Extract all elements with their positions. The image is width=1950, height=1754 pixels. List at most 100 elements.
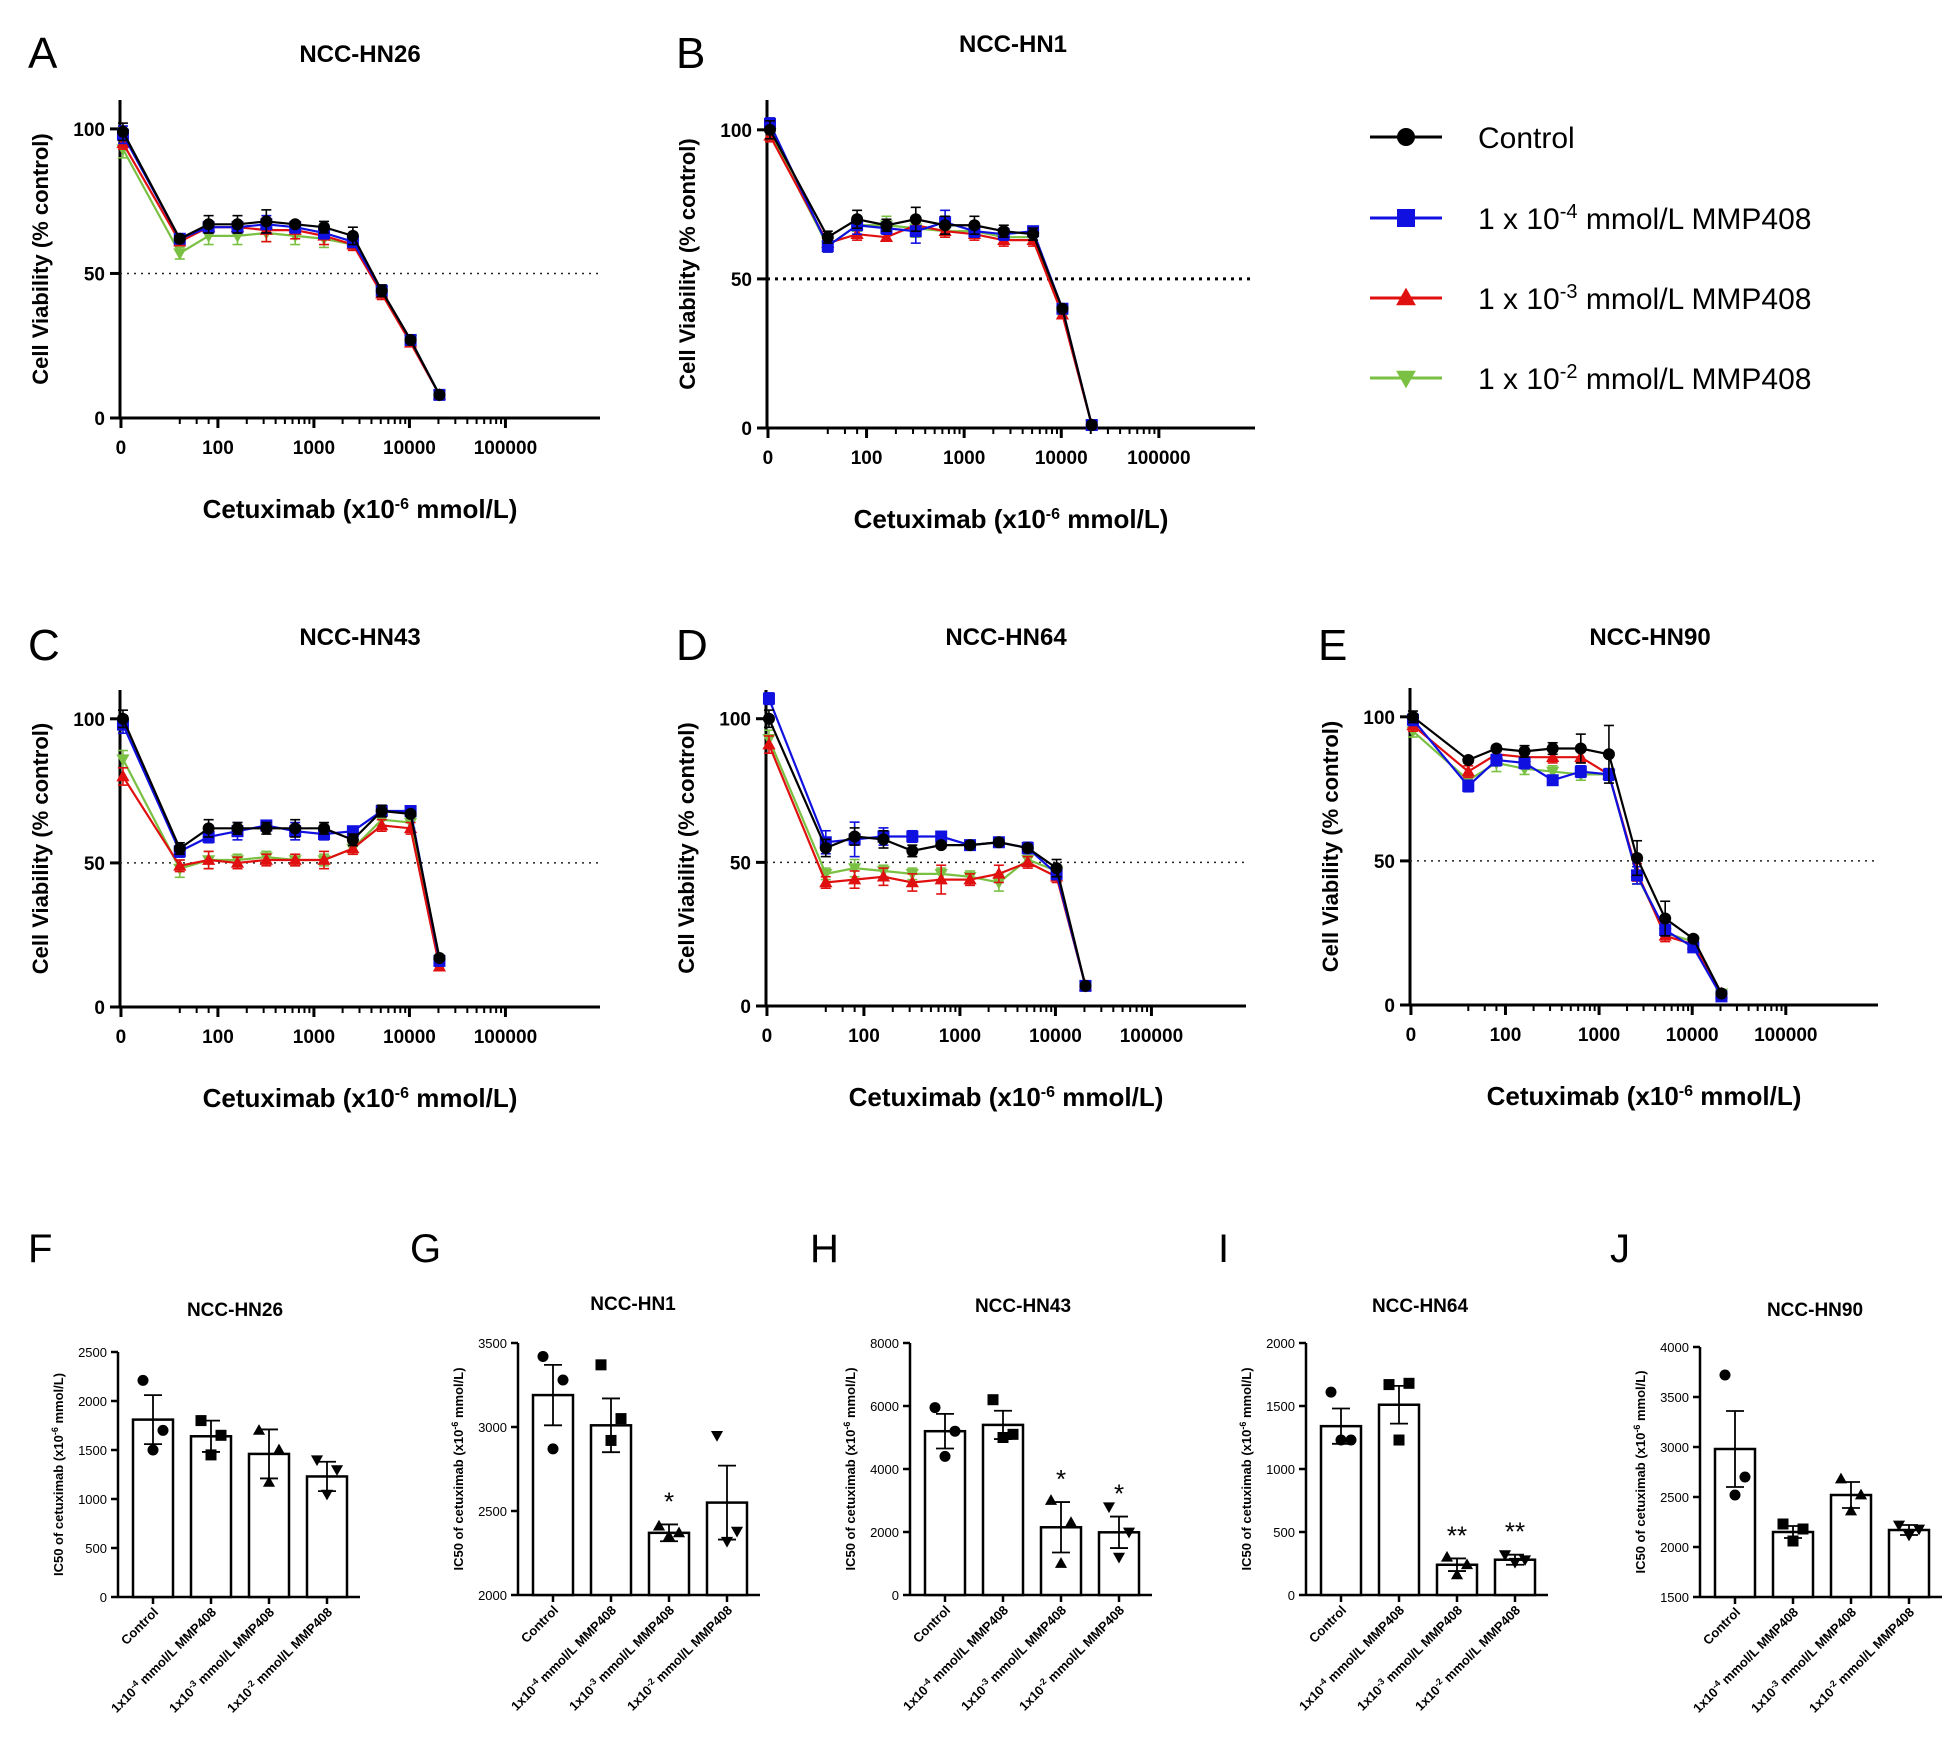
y-tick-label: 0	[892, 1588, 899, 1603]
data-point	[230, 856, 245, 868]
bar-chart-F: F NCC-HN26 0 500 1000 1500 2000 2500 IC50 of cet…	[28, 1227, 360, 1716]
data-point	[1787, 1535, 1799, 1547]
y-tick-label: 100	[719, 710, 751, 731]
data-point	[1122, 1527, 1136, 1539]
category-label: 1x10-2 mmol/L MMP408	[1805, 1604, 1917, 1716]
x-tick-label: 100	[848, 1026, 880, 1047]
y-tick-label: 50	[84, 854, 105, 875]
data-point	[939, 1450, 951, 1462]
data-point	[1406, 710, 1419, 723]
data-point	[260, 215, 273, 228]
data-point	[318, 221, 331, 234]
data-point	[1460, 1558, 1474, 1570]
y-tick-label: 0	[1384, 996, 1395, 1017]
bar	[981, 1423, 1025, 1597]
legend-marker	[1396, 370, 1416, 389]
legend-marker	[1397, 128, 1415, 146]
panel-letter: J	[1610, 1227, 1630, 1271]
series-2	[116, 136, 447, 400]
y-tick-label: 2500	[478, 1504, 507, 1519]
y-tick-label: 0	[741, 419, 752, 440]
y-axis-label: IC50 of cetuximab (x10-6 mmol/L)	[450, 1367, 466, 1570]
text-part: Cetuximab (x10	[203, 1083, 395, 1113]
data-point	[595, 1359, 607, 1371]
y-axis-label: Cell Viability (% control)	[28, 723, 53, 974]
legend-entry: 1 x 10-4 mmol/L MMP408	[1370, 201, 1811, 236]
data-point	[215, 1429, 227, 1441]
superscript: -6	[1046, 506, 1060, 523]
data-point	[1021, 855, 1035, 868]
category-label: 1x10-4 mmol/L MMP408	[507, 1602, 619, 1714]
data-point	[404, 807, 417, 820]
data-point	[260, 822, 273, 835]
data-point	[1462, 754, 1475, 767]
data-point	[1902, 1530, 1916, 1542]
y-tick-label: 50	[84, 264, 105, 285]
data-point	[1383, 1379, 1395, 1391]
category-label: Control	[1306, 1603, 1349, 1646]
data-point	[433, 952, 446, 965]
text-part: mmol/L)	[1633, 1370, 1648, 1424]
legend-label: Control	[1478, 122, 1575, 155]
data-point	[116, 769, 130, 782]
data-point	[992, 877, 1006, 890]
data-point	[879, 230, 894, 242]
x-tick-label: 100000	[1754, 1025, 1817, 1046]
data-point	[672, 1526, 686, 1538]
data-point	[1490, 754, 1503, 767]
data-point	[1498, 1550, 1512, 1562]
data-point	[1335, 1434, 1347, 1446]
x-tick-label: 1000	[939, 1026, 981, 1047]
x-tick-label: 0	[762, 1026, 773, 1047]
y-tick-label: 50	[1374, 852, 1395, 873]
x-tick-label: 100	[202, 438, 234, 459]
data-point	[202, 822, 215, 835]
x-tick-label: 10000	[1029, 1026, 1082, 1047]
series-2	[116, 767, 447, 972]
panel-letter: F	[28, 1227, 52, 1271]
x-tick-label: 1000	[1578, 1025, 1620, 1046]
y-tick-label: 8000	[870, 1336, 899, 1351]
x-tick-label: 100000	[474, 438, 537, 459]
category-label: Control	[518, 1603, 561, 1646]
data-point	[935, 839, 948, 852]
category-label: 1x10-3 mmol/L MMP408	[565, 1602, 677, 1714]
data-point	[1021, 842, 1034, 854]
data-point	[1027, 228, 1040, 241]
data-point	[997, 1432, 1009, 1443]
data-point	[1574, 765, 1587, 778]
data-point	[1345, 1434, 1357, 1446]
data-point	[1546, 766, 1560, 779]
data-point	[1112, 1552, 1126, 1564]
data-point	[1854, 1488, 1868, 1500]
text-part: IC50 of cetuximab (x10	[451, 1430, 466, 1571]
series-line	[769, 135, 1093, 426]
data-point	[202, 231, 216, 243]
data-point	[116, 754, 130, 767]
bar-chart-J: J NCC-HN90 1500 2000 2500 3000 3500 4000 IC50 of…	[1610, 1227, 1942, 1716]
series-line	[767, 698, 1087, 987]
data-point	[1056, 302, 1069, 315]
data-point	[147, 1444, 159, 1456]
legend-marker	[1396, 287, 1416, 306]
data-point	[720, 1536, 734, 1548]
series-line	[768, 123, 1093, 426]
x-tick-label: 10000	[1035, 448, 1088, 469]
y-tick-label: 4000	[1660, 1340, 1689, 1355]
significance-mark: *	[1114, 1479, 1124, 1509]
text-part: Cetuximab (x10	[1487, 1081, 1679, 1111]
data-point	[1834, 1472, 1848, 1484]
bar-chart-H: H NCC-HN43 0 2000 4000 6000 8000 IC50 of cetuxi…	[810, 1227, 1152, 1714]
data-point	[1064, 1516, 1078, 1527]
data-point	[1079, 979, 1092, 992]
data-point	[615, 1413, 627, 1425]
bar	[647, 1531, 691, 1597]
superscript: -6	[1632, 1425, 1642, 1433]
data-point	[848, 872, 862, 885]
data-point	[1715, 987, 1728, 1000]
panel-letter: A	[28, 29, 58, 78]
